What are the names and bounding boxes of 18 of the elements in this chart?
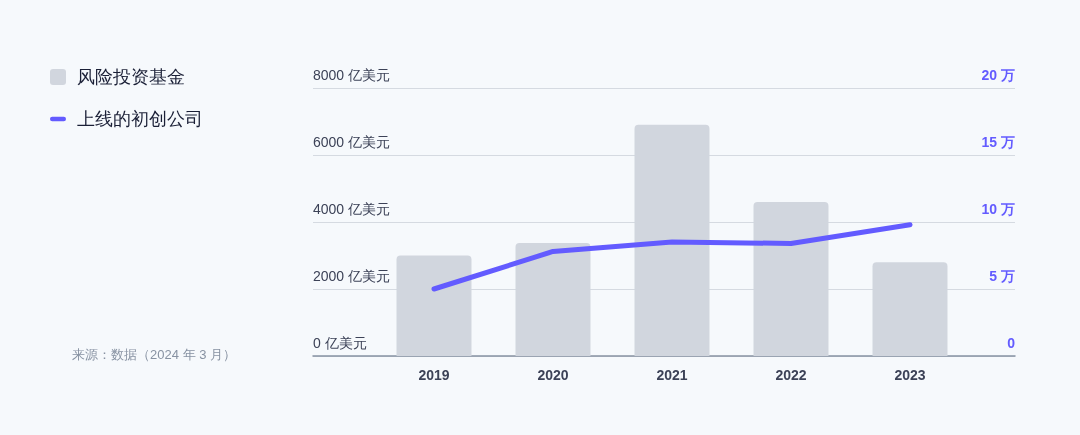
source-note: 来源：数据（2024 年 3 月）	[72, 346, 236, 362]
y-tick-label: 6000 亿美元	[313, 134, 391, 150]
x-tick-label: 2021	[656, 367, 688, 383]
y2-tick-label: 20 万	[981, 67, 1015, 83]
y2-tick-label: 5 万	[989, 268, 1015, 284]
legend-label: 上线的初创公司	[77, 109, 203, 129]
x-tick-label: 2019	[418, 367, 450, 383]
y2-tick-label: 10 万	[981, 201, 1015, 217]
y-tick-label: 0 亿美元	[313, 335, 367, 351]
y-tick-label: 2000 亿美元	[313, 268, 391, 284]
x-tick-label: 2020	[537, 367, 569, 383]
y2-tick-label: 0	[1007, 335, 1016, 351]
y-tick-label: 8000 亿美元	[313, 67, 391, 83]
y2-tick-label: 15 万	[981, 134, 1015, 150]
legend-label: 风险投资基金	[77, 67, 185, 87]
y-tick-label: 4000 亿美元	[313, 201, 391, 217]
x-tick-label: 2022	[775, 367, 807, 383]
x-tick-label: 2023	[894, 367, 926, 383]
